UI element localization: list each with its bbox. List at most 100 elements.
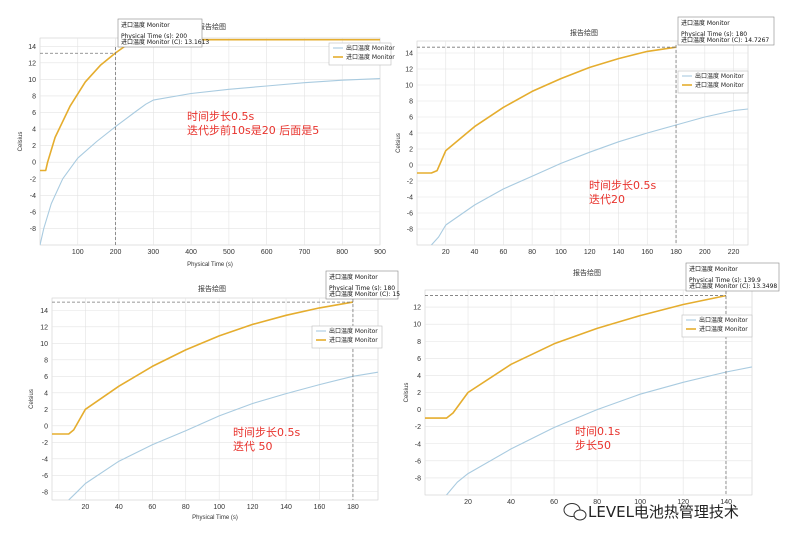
y-tick-label: -4 [42, 456, 48, 463]
tooltip-box [685, 262, 780, 292]
y-axis-label: Celsius [396, 133, 402, 153]
x-tick-label: 160 [314, 504, 326, 511]
x-tick-label: 140 [720, 499, 732, 506]
tooltip-time: Physical Time (s): 180 [329, 285, 395, 292]
chart-title: 报告绘图 [198, 284, 226, 293]
annotation-note: 时间0.1s [575, 425, 620, 438]
legend-box [677, 70, 749, 94]
x-tick-label: 200 [110, 249, 122, 256]
tooltip-time: Physical Time (s): 200 [121, 33, 187, 40]
x-tick-label: 20 [82, 504, 90, 511]
tooltip-box [325, 270, 399, 300]
chart-panel-4: 20 40 60 80 100 120 140 -8 -6 -4 -2 0 2 4 6 8 10 12 报告绘图 Ce… [404, 262, 780, 506]
y-tick-label: -6 [415, 458, 421, 465]
tooltip-box [117, 18, 203, 48]
x-tick-label: 140 [280, 504, 292, 511]
chart-title: 报告绘图 [198, 22, 226, 31]
x-tick-label: 600 [261, 249, 273, 256]
x-axis-label: Physical Time (s) [187, 262, 233, 268]
x-tick-label: 100 [555, 249, 567, 256]
legend-entry[interactable]: 出口温度 Monitor [346, 44, 395, 52]
series-line-inlet [52, 301, 354, 435]
y-tick-label: 4 [44, 390, 48, 397]
y-tick-label: 14 [405, 51, 413, 58]
tooltip-time: Physical Time (s): 139.9 [689, 277, 761, 284]
y-tick-label: 10 [405, 83, 413, 90]
legend-box [311, 325, 383, 349]
x-tick-label: 900 [374, 249, 386, 256]
y-tick-label: 12 [28, 60, 36, 67]
x-tick-label: 60 [550, 499, 558, 506]
y-tick-label: 6 [44, 374, 48, 381]
series-line-outlet [40, 78, 380, 245]
annotation-note: 迭代步前10s是20 后面是5 [187, 123, 319, 137]
annotation-note: 时间步长0.5s [233, 426, 300, 439]
x-tick-label: 140 [613, 249, 625, 256]
legend-entry[interactable]: 进口温度 Monitor [329, 336, 378, 344]
y-tick-label: 10 [40, 341, 48, 348]
y-tick-label: 0 [32, 160, 36, 167]
x-tick-label: 120 [677, 499, 689, 506]
x-tick-label: 80 [593, 499, 601, 506]
legend-box [681, 314, 753, 338]
y-tick-label: -4 [407, 195, 413, 202]
y-tick-label: -8 [30, 226, 36, 233]
x-tick-label: 80 [182, 504, 190, 511]
annotation-note: 时间步长0.5s [589, 179, 656, 192]
legend-entry[interactable]: 进口温度 Monitor [346, 53, 395, 61]
legend-box [328, 42, 392, 66]
y-tick-label: -6 [407, 211, 413, 218]
x-tick-label: 100 [72, 249, 84, 256]
legend-entry[interactable]: 进口温度 Monitor [699, 325, 748, 333]
x-tick-label: 700 [299, 249, 311, 256]
y-tick-label: 6 [409, 115, 413, 122]
tooltip-value: 进口温度 Monitor (C): 14.7267 [681, 36, 769, 44]
watermark-text: LEVEL电池热管理技术 [588, 503, 739, 521]
tooltip-value: 进口温度 Monitor (C): 13.3498 [689, 282, 777, 290]
x-tick-label: 180 [347, 504, 359, 511]
y-tick-label: -2 [415, 424, 421, 431]
y-tick-label: 14 [28, 44, 36, 51]
y-tick-label: -2 [42, 440, 48, 447]
x-tick-label: 20 [464, 499, 472, 506]
tooltip-box [677, 16, 775, 46]
legend-entry[interactable]: 进口温度 Monitor [695, 81, 744, 89]
cursor-tooltip: 进口温度 Monitor Physical Time (s): 139.9进口温度… [685, 262, 780, 292]
y-tick-label: 0 [409, 163, 413, 170]
annotation-note: 步长50 [575, 439, 611, 452]
x-tick-label: 120 [584, 249, 596, 256]
annotation-note: 迭代 50 [233, 440, 273, 453]
y-axis-label: Celsius [404, 383, 410, 403]
y-tick-label: 6 [417, 356, 421, 363]
x-tick-label: 100 [634, 499, 646, 506]
legend-entry[interactable]: 出口温度 Monitor [329, 327, 378, 335]
legend-entry[interactable]: 出口温度 Monitor [699, 316, 748, 324]
y-tick-label: -4 [30, 193, 36, 200]
y-tick-label: -8 [42, 489, 48, 496]
chart-panel-1: 100 200 300 400 500 600 700 800 900 -8 -6 -4 -2 0 2 4 6 8… [18, 18, 395, 268]
y-tick-label: -8 [415, 475, 421, 482]
tooltip-header: 进口温度 Monitor [681, 19, 730, 27]
x-tick-label: 60 [148, 504, 156, 511]
x-tick-label: 20 [442, 249, 450, 256]
y-tick-label: 0 [44, 423, 48, 430]
y-tick-label: 12 [40, 324, 48, 331]
annotation-note: 时间步长0.5s [187, 110, 254, 123]
y-tick-label: -2 [407, 179, 413, 186]
y-tick-label: 2 [32, 143, 36, 150]
chart-panel-3: 20 40 60 80 100 120 140 160 180 -8 -6 -4 -2 0 2 4 6 8 10 12… [29, 270, 400, 521]
y-tick-label: -6 [42, 473, 48, 480]
legend-entry[interactable]: 出口温度 Monitor [695, 72, 744, 80]
series-line-inlet [417, 46, 677, 174]
y-tick-label: 6 [32, 110, 36, 117]
tooltip-value: 进口温度 Monitor (C): 13.1613 [121, 38, 209, 46]
y-tick-label: 4 [417, 373, 421, 380]
wechat-bubble-small [573, 509, 587, 521]
x-tick-label: 300 [147, 249, 159, 256]
